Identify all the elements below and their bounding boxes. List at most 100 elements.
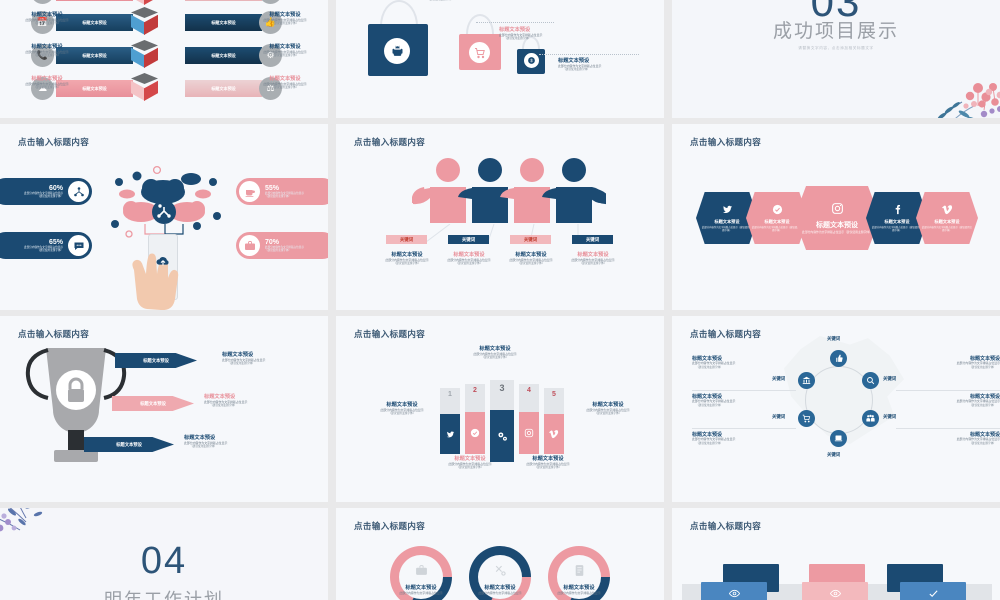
item-body: 此部分内容作为文字排版占位显示 bbox=[956, 361, 1000, 366]
ribbon-label: 标题文本预设 bbox=[56, 47, 133, 64]
stat-pill[interactable]: 65% 此部分内容作为文字排版占位显示 （建议使用主题字体） bbox=[0, 232, 92, 259]
slide-thumbnail-circle-network[interactable]: 点击输入标题内容 关键词 关键词 关键词 关键词 关键词 关键词 标题文本预 bbox=[672, 316, 1000, 502]
hex-body: 此部分内容作为文字排版占位显示（建议使用主题字体） bbox=[921, 225, 973, 232]
arrow-label: 标题文本预设 bbox=[116, 441, 142, 447]
item-body: 此部分内容作为文字排版占位显示 bbox=[380, 407, 424, 412]
slide-thumbnail-section-cover-03[interactable]: 03 成功项目展示 请替换文字内容，点击添加相关标题文字 bbox=[672, 0, 1000, 118]
hex-step[interactable]: 标题文本预设 此部分内容作为文字排版占位显示（建议使用主题字体） bbox=[866, 192, 928, 244]
keyword-badge: 关键词 bbox=[510, 235, 551, 244]
item-hint: （建议使用主题字体） bbox=[455, 262, 483, 266]
stat-percent: 65% bbox=[48, 238, 63, 246]
node-keyword: 关键词 bbox=[883, 376, 897, 381]
hand-illustration bbox=[132, 253, 179, 310]
stat-hint: （建议使用主题字体） bbox=[265, 195, 291, 198]
arrow-step[interactable]: 标题文本预设 bbox=[112, 396, 194, 411]
network-icon bbox=[68, 181, 89, 202]
card-front[interactable]: 标题文本预设 bbox=[900, 582, 966, 600]
item-title: 标题文本预设 bbox=[31, 44, 63, 50]
keyword-badge: 关键词 bbox=[572, 235, 613, 244]
numbered-band[interactable]: 1 bbox=[440, 388, 460, 454]
item-body: 此部分内容作为文字排版占位显示 bbox=[385, 257, 429, 262]
band-number: 3 bbox=[490, 380, 514, 410]
node-keyword: 关键词 bbox=[772, 414, 786, 419]
item-body: 此部分内容作为文字排版占位显示 bbox=[263, 81, 307, 86]
stat-hint: （建议使用主题字体） bbox=[265, 249, 291, 252]
thumbsup-icon: 👍 bbox=[259, 11, 282, 34]
card-front[interactable]: 标题文本预设 bbox=[802, 582, 868, 600]
hex-body: 此部分内容作为文字排版占位显示（建议使用主题字体） bbox=[701, 225, 753, 232]
leader-line bbox=[476, 22, 554, 23]
cube-graphic bbox=[125, 40, 164, 71]
cloud-icon: ☁ bbox=[31, 77, 54, 100]
numbered-band[interactable]: 4 bbox=[519, 384, 539, 454]
donut-chart[interactable]: 标题文本预设 此部分内容作为文字排版占位显示 bbox=[390, 546, 452, 600]
hex-title: 标题文本预设 bbox=[934, 218, 960, 224]
item-hint: （建议使用主题字体） bbox=[696, 442, 723, 446]
cube-graphic bbox=[125, 0, 164, 8]
band-number: 4 bbox=[519, 384, 539, 412]
card-front[interactable]: 标题文本预设 bbox=[701, 582, 767, 600]
numbered-band[interactable]: 3 bbox=[490, 380, 514, 462]
item-body: 此部分内容作为文字排版占位显示 bbox=[25, 49, 69, 54]
item-hint: （建议使用主题字体） bbox=[190, 445, 217, 449]
item-title: 标题文本预设 bbox=[592, 402, 624, 408]
stat-pill[interactable]: 60% 此部分内容作为文字排版占位显示 （建议使用主题字体） bbox=[0, 178, 92, 205]
hex-step[interactable]: 标题文本预设 此部分内容作为文字排版占位显示（建议使用主题字体） bbox=[916, 192, 978, 244]
floral-decoration bbox=[937, 83, 1000, 118]
instagram-icon bbox=[831, 202, 844, 218]
arrow-label: 标题文本预设 bbox=[143, 357, 169, 363]
slide-thumbnail-hexagon-chain[interactable]: 点击输入标题内容 标题文本预设 此部分内容作为文字排版占位显示（建议使用主题字体… bbox=[672, 124, 1000, 310]
slide-thumbnail-four-people[interactable]: 点击输入标题内容 bbox=[336, 124, 664, 310]
item-body: 此部分内容作为文字排版占位显示 bbox=[526, 461, 570, 466]
numbered-band[interactable]: 5 bbox=[544, 388, 564, 454]
item-title: 标题文本预设 bbox=[969, 432, 1000, 438]
cart-icon bbox=[798, 410, 815, 427]
slide-thumbnail-trophy-arrows[interactable]: 点击输入标题内容 标题文本预设 标题文本预设 此部分内容作为文字排版占位显示 （… bbox=[0, 316, 328, 502]
node-keyword: 关键词 bbox=[772, 376, 786, 381]
stat-percent: 55% bbox=[265, 184, 280, 192]
stat-pill[interactable]: 55% 此部分内容作为文字排版占位显示 （建议使用主题字体） bbox=[236, 178, 328, 205]
keyword-badge: 关键词 bbox=[386, 235, 427, 244]
eye-icon bbox=[728, 586, 740, 600]
arrow-step[interactable]: 标题文本预设 bbox=[115, 353, 197, 368]
instagram-icon bbox=[519, 412, 539, 454]
donut-chart[interactable]: 标题文本预设 此部分内容作为文字排版占位显示 bbox=[548, 546, 610, 600]
slide-thumbnail-shopping-bags[interactable]: $ 标题文本预设 此部分内容作为文字排版占位显示 （建议使用主题字体） 标题文本… bbox=[336, 0, 664, 118]
phone-icon: 📞 bbox=[31, 44, 54, 67]
slide-thumbnail-numbered-bands[interactable]: 点击输入标题内容 标题文本预设 此部分内容作为文字排版占位显示 （建议使用主题字… bbox=[336, 316, 664, 502]
item-body: 此部分内容作为文字排版占位显示 bbox=[558, 63, 602, 68]
hex-step-featured[interactable]: 标题文本预设 此部分内容作为文字排版占位显示（建议使用主题字体） bbox=[794, 186, 880, 250]
arrow-step[interactable]: 标题文本预设 bbox=[84, 437, 174, 452]
donut-chart[interactable]: 标题文本预设 此部分内容作为文字排版占位显示 bbox=[469, 546, 531, 600]
node-keyword: 关键词 bbox=[827, 452, 841, 457]
item-title: 标题文本预设 bbox=[563, 585, 595, 591]
chat-icon bbox=[68, 235, 89, 256]
item-hint: （建议使用主题字体） bbox=[481, 356, 509, 360]
slide-thumbnail-cube-ribbons[interactable]: 📷 标题文本预设 标题文本预设 👤 📅 标题文本预设 标题文本预设 👍 📞 标题… bbox=[0, 0, 328, 118]
item-title: 标题文本预设 bbox=[969, 356, 1000, 362]
band-number: 2 bbox=[465, 384, 485, 412]
item-body: 此部分内容作为文字排版占位显示 bbox=[222, 357, 266, 362]
item-hint: （建议使用主题字体） bbox=[271, 86, 299, 90]
item-hint: （建议使用主题字体） bbox=[696, 366, 723, 370]
slide-thumbnail-cloud-percent[interactable]: 点击输入标题内容 60% 此部分内容作为文字排版占位显示 （建议使用主题字体） … bbox=[0, 124, 328, 310]
numbered-band[interactable]: 2 bbox=[465, 384, 485, 454]
stat-percent: 60% bbox=[48, 184, 63, 192]
hex-body: 此部分内容作为文字排版占位显示（建议使用主题字体） bbox=[751, 225, 803, 232]
section-heading: 明年工作计划 bbox=[104, 590, 224, 600]
ribbon-label: 标题文本预设 bbox=[185, 47, 262, 64]
item-body: 此部分内容作为文字排版占位显示 bbox=[448, 461, 492, 466]
item-body: 此部分内容作为文字排版占位显示 bbox=[263, 49, 307, 54]
slide-thumbnail-three-donuts[interactable]: 点击输入标题内容 标题文本预设 此部分内容作为文字排版占位显示 标题文本预设 此… bbox=[336, 508, 664, 600]
stat-pill[interactable]: 70% 此部分内容作为文字排版占位显示 （建议使用主题字体） bbox=[236, 232, 328, 259]
arrow-label: 标题文本预设 bbox=[140, 400, 166, 406]
item-hint: （建议使用主题字体） bbox=[563, 68, 590, 72]
item-body: 此部分内容作为文字排版占位显示 bbox=[204, 399, 248, 404]
item-body: 此部分内容作为文字排版占位显示 bbox=[692, 399, 736, 404]
item-title: 标题文本预设 bbox=[577, 252, 609, 258]
slide-thumbnail-card-stack[interactable]: 点击输入标题内容 标题文本预设 标题文本预设 标题文本预设 bbox=[672, 508, 1000, 600]
item-hint: （建议使用主题字体） bbox=[517, 262, 545, 266]
item-body: 此部分内容作为文字排版占位显示 bbox=[956, 399, 1000, 404]
item-hint: （建议使用主题字体） bbox=[696, 404, 723, 408]
slide-thumbnail-section-cover-04[interactable]: 04 明年工作计划 bbox=[0, 508, 328, 600]
